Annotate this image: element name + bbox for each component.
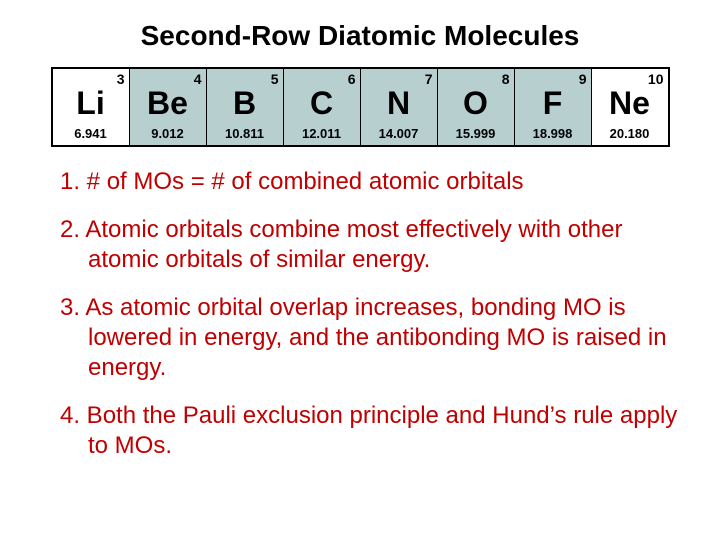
- periodic-row: 3Li6.9414Be9.0125B10.8116C12.0117N14.007…: [51, 67, 670, 147]
- element-symbol: Be: [130, 85, 206, 122]
- element-symbol: O: [438, 85, 514, 122]
- atomic-mass: 9.012: [130, 126, 206, 141]
- bullet-item: 4. Both the Pauli exclusion principle an…: [40, 401, 680, 461]
- bullet-list: 1. # of MOs = # of combined atomic orbit…: [40, 167, 680, 461]
- atomic-mass: 15.999: [438, 126, 514, 141]
- periodic-row-container: 3Li6.9414Be9.0125B10.8116C12.0117N14.007…: [40, 67, 680, 147]
- element-symbol: Li: [53, 85, 129, 122]
- bullet-item: 1. # of MOs = # of combined atomic orbit…: [40, 167, 680, 197]
- element-symbol: Ne: [592, 85, 668, 122]
- element-cell-f: 9F18.998: [515, 69, 592, 145]
- atomic-mass: 12.011: [284, 126, 360, 141]
- atomic-mass: 14.007: [361, 126, 437, 141]
- element-cell-li: 3Li6.941: [53, 69, 130, 145]
- element-cell-n: 7N14.007: [361, 69, 438, 145]
- element-cell-b: 5B10.811: [207, 69, 284, 145]
- page-title: Second-Row Diatomic Molecules: [40, 20, 680, 52]
- atomic-mass: 10.811: [207, 126, 283, 141]
- element-symbol: C: [284, 85, 360, 122]
- element-cell-be: 4Be9.012: [130, 69, 207, 145]
- element-cell-o: 8O15.999: [438, 69, 515, 145]
- atomic-mass: 18.998: [515, 126, 591, 141]
- bullet-item: 3. As atomic orbital overlap increases, …: [40, 293, 680, 383]
- atomic-mass: 20.180: [592, 126, 668, 141]
- element-cell-ne: 10Ne20.180: [592, 69, 668, 145]
- atomic-mass: 6.941: [53, 126, 129, 141]
- element-symbol: F: [515, 85, 591, 122]
- element-cell-c: 6C12.011: [284, 69, 361, 145]
- bullet-item: 2. Atomic orbitals combine most effectiv…: [40, 215, 680, 275]
- element-symbol: N: [361, 85, 437, 122]
- element-symbol: B: [207, 85, 283, 122]
